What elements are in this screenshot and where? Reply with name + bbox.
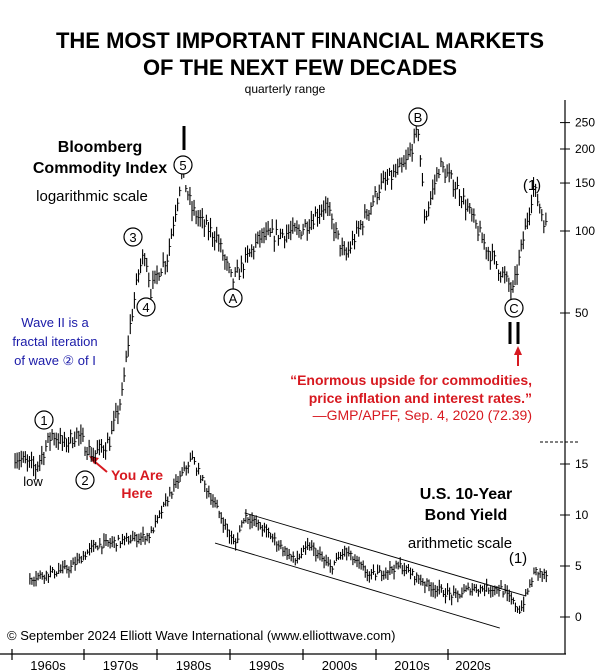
bond-scale-label: arithmetic scale [408, 535, 512, 552]
bond-bars [29, 450, 549, 614]
bond-name-2: Bond Yield [425, 507, 508, 524]
you-are-here-2: Here [121, 485, 152, 501]
chart-title-line-1: THE MOST IMPORTANT FINANCIAL MARKETS [56, 28, 544, 53]
wave-circle [75, 470, 95, 490]
wave-label: (1) [509, 550, 527, 567]
x-tick-label: 2020s [455, 658, 491, 672]
y-tick-label: 150 [575, 176, 595, 190]
wave-circle [173, 155, 193, 175]
x-tick-label: 1990s [249, 658, 285, 672]
commodity-name-2: Commodity Index [33, 160, 167, 177]
y-tick-label: 100 [575, 224, 595, 238]
x-tick-label: 1960s [30, 658, 66, 672]
chart-title-line-2: OF THE NEXT FEW DECADES [143, 55, 457, 80]
wave-circle [408, 107, 428, 127]
wave-label: 5 [179, 158, 186, 173]
wave-label: B [414, 110, 423, 125]
bond-channel [214, 512, 527, 629]
wave-label: (1) [523, 177, 541, 194]
channel-line-lower [214, 542, 500, 629]
wave-circle [504, 298, 524, 318]
wave-circle [223, 288, 243, 308]
commodity-name-1: Bloomberg [58, 139, 142, 156]
wave-labels: 1 2 3 4 5 A B C (1) (1) [34, 107, 541, 567]
copyright: © September 2024 Elliott Wave Internatio… [7, 628, 395, 643]
low-label: low [23, 474, 43, 489]
wave-label: 4 [142, 300, 149, 315]
y-tick-label: 10 [575, 508, 589, 522]
wave-circle [136, 297, 156, 317]
axes: 1960s 1970s 1980s 1990s 2000s 2010s 2020s50100… [0, 100, 595, 672]
commodity-bars [14, 121, 548, 480]
x-tick-label: 1970s [103, 658, 139, 672]
wave-circle [34, 410, 54, 430]
bond-name-1: U.S. 10-Year [420, 486, 513, 503]
wave-circle [123, 227, 143, 247]
chart-subtitle: quarterly range [245, 82, 326, 96]
wave-note-1: Wave II is a [21, 315, 89, 330]
quote-source: —GMP/APFF, Sep. 4, 2020 (72.39) [313, 407, 532, 423]
y-tick-label: 200 [575, 142, 595, 156]
wave-label: 3 [129, 230, 136, 245]
wave-label: 1 [40, 413, 47, 428]
x-tick-label: 2000s [322, 658, 358, 672]
y-tick-label: 0 [575, 610, 582, 624]
x-tick-label: 2010s [394, 658, 430, 672]
quote-arrow [514, 346, 522, 366]
wave-label: 2 [81, 473, 88, 488]
you-are-here-1: You Are [111, 467, 163, 483]
wave-label: C [509, 301, 518, 316]
y-tick-label: 15 [575, 457, 589, 471]
y-tick-label: 250 [575, 116, 595, 130]
channel-line-upper [244, 512, 527, 597]
x-tick-label: 1980s [176, 658, 212, 672]
y-tick-label: 50 [575, 306, 589, 320]
wave-note-3: of wave ② of I [14, 353, 96, 368]
quote-line-1: “Enormous upside for commodities, [290, 372, 532, 388]
quote-line-2: price inflation and interest rates.” [309, 390, 532, 406]
wave-note-2: fractal iteration [12, 334, 97, 349]
y-tick-label: 5 [575, 559, 582, 573]
wave-label: A [229, 291, 238, 306]
commodity-scale-label: logarithmic scale [36, 188, 148, 205]
